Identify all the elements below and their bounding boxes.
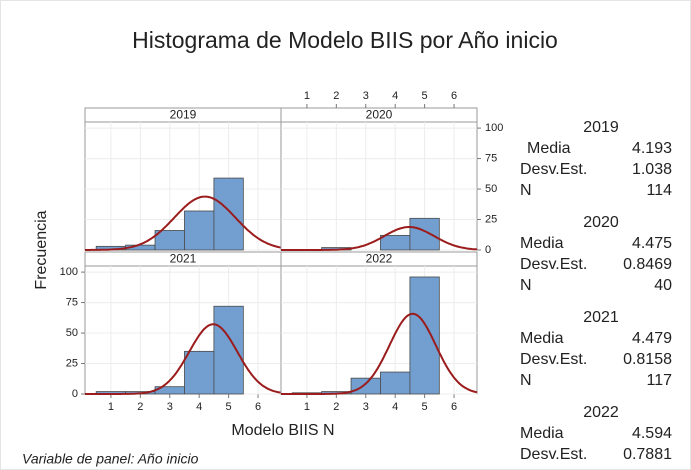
panel-frame	[84, 265, 282, 395]
panel-frame	[280, 121, 478, 251]
y-tick-label: 25	[66, 357, 78, 369]
stats-value: 0.8158	[623, 351, 672, 368]
bar	[409, 217, 440, 251]
bar	[184, 350, 215, 395]
x-tick-label: 1	[304, 401, 310, 413]
stats-heading: 2022	[583, 404, 619, 421]
chart-title: Histograma de Modelo BIIS por Año inicio	[132, 27, 558, 53]
x-tick-label: 5	[422, 90, 428, 102]
y-tick-label: 75	[485, 152, 497, 164]
stats-label: N	[520, 182, 532, 199]
panel-frame	[280, 265, 478, 395]
fit-curve	[281, 226, 478, 251]
stats-label: Media	[527, 140, 571, 157]
stats-heading: 2020	[583, 214, 619, 231]
stats-value: 4.594	[632, 425, 672, 442]
stats-value: 0.7881	[623, 446, 672, 463]
y-tick-label: 50	[485, 183, 497, 195]
x-tick-label: 4	[392, 90, 398, 102]
x-tick-label: 4	[196, 401, 202, 413]
panel-frame	[84, 121, 282, 251]
x-tick-label: 2	[137, 401, 143, 413]
x-tick-label: 5	[226, 401, 232, 413]
stats-label: Media	[520, 235, 564, 252]
x-tick-label: 3	[167, 401, 173, 413]
stats-label: Desv.Est.	[520, 256, 587, 273]
stats-heading: 2021	[583, 309, 619, 326]
x-tick-label: 6	[451, 401, 457, 413]
y-tick-label: 100	[485, 122, 503, 134]
panel-label: 2020	[366, 108, 393, 122]
x-tick-label: 5	[422, 401, 428, 413]
x-tick-label: 1	[304, 90, 310, 102]
y-tick-label: 75	[66, 296, 78, 308]
x-tick-label: 6	[255, 401, 261, 413]
stats-label: Media	[520, 330, 564, 347]
stats-value: 1.038	[632, 161, 672, 178]
stats-label: Media	[520, 425, 564, 442]
bar	[213, 305, 244, 395]
x-tick-label: 3	[363, 90, 369, 102]
fit-curve	[85, 323, 282, 395]
stats-value: 114	[646, 182, 672, 199]
x-tick-label: 2	[333, 90, 339, 102]
stats-label: Desv.Est.	[520, 351, 587, 368]
y-tick-label: 0	[485, 244, 491, 256]
bar	[380, 234, 411, 251]
stats-value: 4.193	[632, 140, 672, 157]
stats-value: 4.475	[632, 235, 672, 252]
y-tick-label: 50	[66, 327, 78, 339]
y-axis-label: Frecuencia	[33, 210, 50, 289]
stats-value: 4.479	[632, 330, 672, 347]
stats-value: 0.8469	[623, 256, 672, 273]
fit-curve	[85, 195, 282, 251]
fit-curve	[281, 312, 478, 395]
bar	[350, 377, 381, 395]
x-tick-label: 6	[451, 90, 457, 102]
y-tick-label: 25	[485, 213, 497, 225]
stats-label: Desv.Est.	[520, 161, 587, 178]
panel-label: 2021	[170, 252, 197, 266]
x-tick-label: 3	[363, 401, 369, 413]
bar	[213, 177, 244, 251]
y-tick-label: 100	[60, 266, 78, 278]
stats-value: 40	[654, 277, 672, 294]
y-tick-label: 0	[72, 388, 78, 400]
x-axis-label: Modelo BIIS N	[231, 422, 334, 439]
bar	[184, 210, 215, 251]
stats-label: N	[520, 372, 532, 389]
x-tick-label: 4	[392, 401, 398, 413]
footnote: Variable de panel: Año inicio	[22, 451, 199, 467]
panel-label: 2019	[170, 108, 197, 122]
x-tick-label: 2	[333, 401, 339, 413]
panel-label: 2022	[366, 252, 393, 266]
stats-label: Desv.Est.	[520, 446, 587, 463]
x-tick-label: 1	[108, 401, 114, 413]
bar	[380, 371, 411, 395]
bar	[409, 276, 440, 395]
stats-label: N	[520, 277, 532, 294]
stats-heading: 2019	[583, 119, 619, 136]
stats-value: 117	[646, 372, 672, 389]
